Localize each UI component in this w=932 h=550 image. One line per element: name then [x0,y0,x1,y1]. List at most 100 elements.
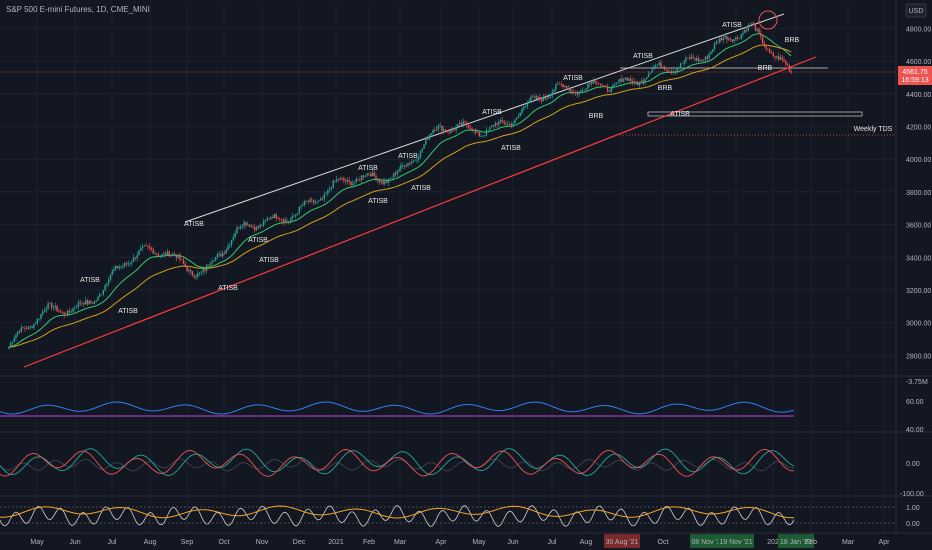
candle-body [104,285,106,291]
candle-body [521,109,523,113]
candle-body [287,221,290,222]
candle-body [33,324,35,328]
candle-body [638,81,641,86]
candle-body [311,199,313,201]
candle-body [614,84,616,86]
candle-body [540,99,543,102]
candle-body [136,255,138,259]
candle-body [24,328,26,329]
currency-badge[interactable] [905,3,927,18]
atisb-marker: ATISB [670,111,690,118]
candle-body [275,213,277,219]
candle-body [8,347,10,349]
candle-body [145,245,147,247]
candle-body [494,123,497,126]
candle-body [760,33,762,37]
candle-body [277,218,279,219]
candle-body [152,249,154,254]
candle-body [498,121,500,125]
candle-body [81,302,83,304]
candle-body [772,53,774,57]
candle-body [280,219,283,220]
candle-body [740,34,742,39]
grid-lines [0,4,896,533]
candle-body [687,57,689,59]
atisb-marker: ATISB [259,257,279,264]
candle-body [505,124,507,125]
candle-body [453,130,456,131]
osc3-tick-1: 1.00 [906,505,920,512]
candle-body [229,244,231,247]
candle-body [67,310,69,316]
atisb-marker: ATISB [563,75,583,82]
candle-body [712,49,714,52]
candle-body [309,199,311,202]
candle-body [690,56,693,59]
candle-body [223,253,226,254]
candle-body [779,57,782,60]
candle-body [631,81,634,83]
candle-body [36,318,39,324]
time-axis-label: Nov [256,539,269,546]
osc3-line-white [0,505,795,527]
candle-body [736,37,739,39]
lower-trendline [23,56,817,368]
candle-body [781,57,783,60]
candle-body [596,82,598,84]
candle-body [232,237,235,240]
candle-body [393,173,395,178]
candle-body [250,226,252,228]
candle-body [380,181,382,183]
candle-body [742,32,744,35]
candle-body [246,224,249,226]
candle-body [254,227,256,231]
candle-body [672,71,675,73]
candle-body [728,38,730,40]
time-axis-label: Mar [394,539,407,546]
candle-body [403,165,406,167]
candle-body [667,70,669,72]
time-axis-label: Sep [181,539,194,546]
time-axis-label: 202 [767,539,779,546]
candle-body [323,194,325,199]
candle-body [396,171,399,175]
candle-body [29,326,31,327]
candle-body [173,253,176,255]
candle-body [603,85,605,87]
candle-body [197,273,199,277]
candle-body [671,71,673,73]
candle-body [45,309,47,311]
candle-body [225,249,227,254]
candle-body [749,24,751,26]
candle-body [220,253,222,257]
candle-body [621,78,623,82]
candle-body [774,56,776,58]
candle-body [619,78,621,82]
atisb-marker: ATISB [501,145,521,152]
time-axis-label: 18 Jan '22 [780,539,812,546]
candle-body [74,307,76,309]
atisb-marker: ATISB [80,277,100,284]
candle-body [412,160,415,163]
candle-body [444,129,447,132]
candle-body [270,217,272,219]
osc1-tick-3: 40.00 [906,427,924,434]
brb-marker: BRB [658,85,673,92]
osc3-tick-2: 0.00 [906,521,920,528]
atisb-marker: ATISB [398,153,418,160]
candle-body [327,189,329,194]
candle-body [17,331,19,335]
candle-body [27,326,30,330]
candle-body [350,181,352,186]
candle-body [243,222,245,226]
candle-body [524,105,527,108]
candle-body [61,312,64,313]
time-axis-label: Jun [69,539,80,546]
candle-body [305,201,308,202]
candle-body [508,123,511,125]
candle-body [526,103,529,106]
candle-body [22,327,24,329]
time-axis-highlight [778,534,814,548]
candle-body [519,112,521,116]
candle-body [95,300,97,302]
